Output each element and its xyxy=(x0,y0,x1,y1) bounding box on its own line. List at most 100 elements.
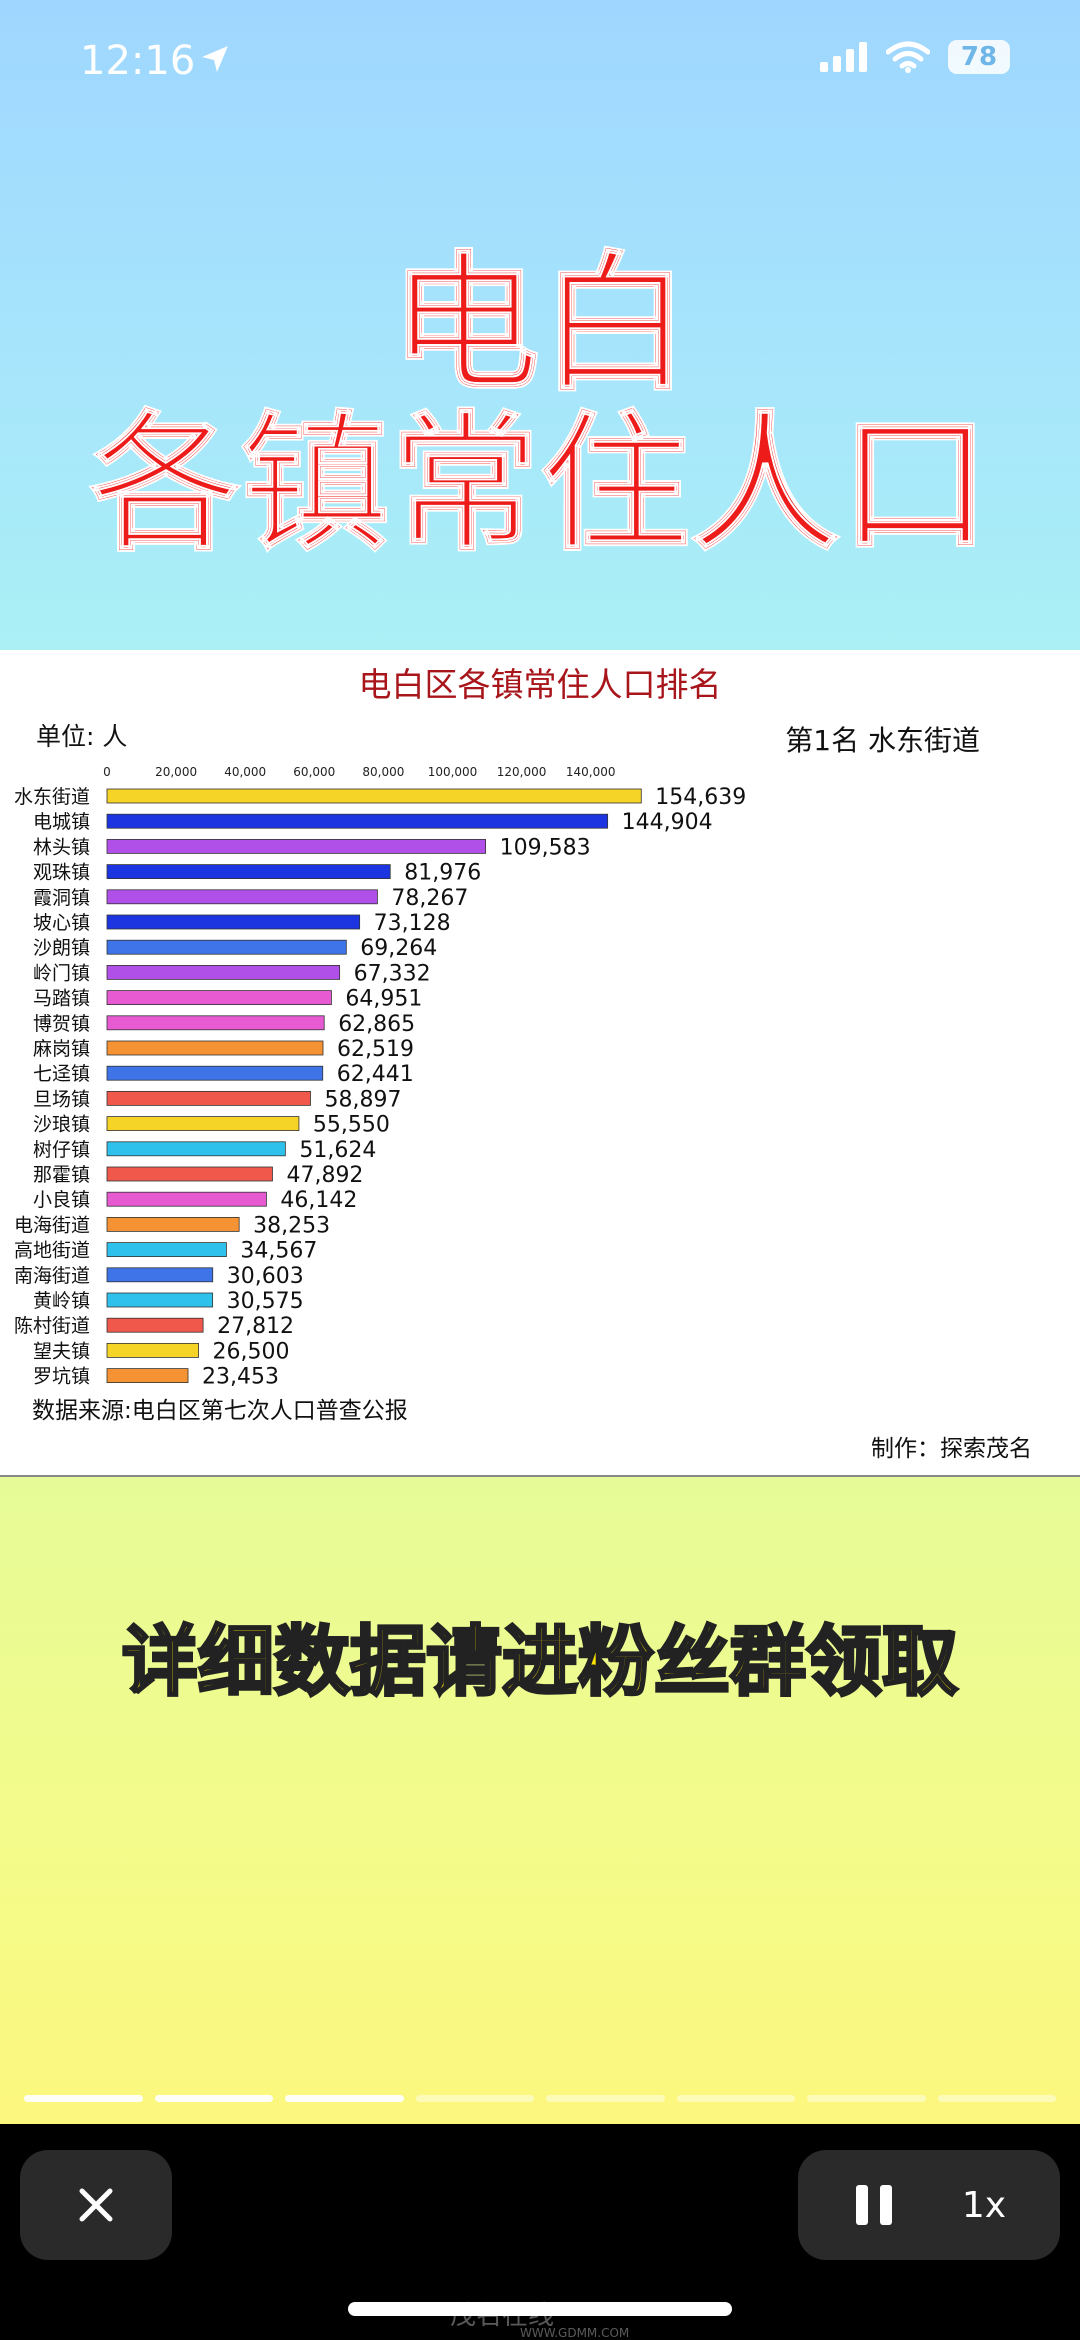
category-label: 沙朗镇 xyxy=(33,937,90,959)
category-label: 麻岗镇 xyxy=(33,1038,90,1060)
progress-segment xyxy=(937,2095,1056,2102)
status-time: 12:16 xyxy=(80,38,196,84)
category-label: 树仔镇 xyxy=(33,1139,90,1161)
category-label: 岭门镇 xyxy=(33,962,90,984)
bar xyxy=(106,1267,214,1283)
progress-segment xyxy=(807,2095,926,2102)
progress-segment xyxy=(676,2095,795,2102)
value-label: 38,253 xyxy=(253,1213,330,1238)
value-label: 51,624 xyxy=(299,1138,376,1163)
location-arrow-icon xyxy=(202,46,228,72)
bar xyxy=(106,1368,189,1383)
data-source: 数据来源:电白区第七次人口普查公报 xyxy=(32,1398,408,1424)
banner-text: 详细数据请进粉丝群领取 xyxy=(121,1616,960,1708)
close-icon xyxy=(79,2188,113,2222)
x-tick-label: 60,000 xyxy=(293,765,335,779)
value-label: 62,519 xyxy=(337,1037,414,1062)
bar xyxy=(106,1015,325,1031)
category-label: 马踏镇 xyxy=(33,988,90,1010)
value-label: 78,267 xyxy=(391,886,468,911)
category-label: 电海街道 xyxy=(14,1214,90,1236)
bar xyxy=(106,1191,267,1207)
headline-line2: 各镇常住人口 xyxy=(89,398,991,572)
bar xyxy=(106,1040,324,1056)
x-tick-label: 0 xyxy=(103,765,111,779)
value-label: 62,865 xyxy=(338,1012,415,1037)
category-label: 那霍镇 xyxy=(33,1164,90,1186)
x-tick-label: 120,000 xyxy=(497,765,547,779)
bar xyxy=(106,1065,324,1081)
pause-button[interactable] xyxy=(819,2150,929,2260)
x-tick-label: 140,000 xyxy=(566,765,616,779)
speed-button[interactable]: 1x xyxy=(929,2150,1039,2260)
bar xyxy=(106,864,391,880)
category-label: 旦场镇 xyxy=(33,1088,90,1110)
bar xyxy=(106,1292,214,1308)
category-label: 南海街道 xyxy=(14,1265,90,1287)
progress-segment xyxy=(415,2095,534,2102)
value-label: 23,453 xyxy=(202,1365,279,1390)
value-label: 46,142 xyxy=(280,1188,357,1213)
bar xyxy=(106,1217,240,1232)
category-label: 观珠镇 xyxy=(33,862,90,884)
progress-segment xyxy=(546,2095,665,2102)
chart-card: 电白区各镇常住人口排名 单位: 人 第1名 水东街道 0 20,000 40,000… xyxy=(0,650,1080,1477)
category-label: 高地街道 xyxy=(14,1240,90,1262)
bar xyxy=(106,788,642,804)
headline-line1: 电白 xyxy=(389,238,691,412)
value-label: 109,583 xyxy=(500,835,591,860)
bar xyxy=(106,1317,204,1333)
x-tick-label: 20,000 xyxy=(155,765,197,779)
bar xyxy=(106,1166,273,1182)
category-label: 电城镇 xyxy=(33,811,90,833)
bar xyxy=(106,914,361,930)
status-indicators: 78 xyxy=(820,40,1010,74)
category-label: 博贺镇 xyxy=(33,1013,90,1035)
bar xyxy=(106,939,347,955)
value-label: 67,332 xyxy=(354,961,431,986)
chart-credit: 制作：探索茂名 xyxy=(871,1436,1032,1462)
chart-title: 电白区各镇常住人口排名 xyxy=(359,665,722,704)
bar-chart: 电白区各镇常住人口排名 单位: 人 第1名 水东街道 0 20,000 40,000… xyxy=(14,665,1032,1462)
story-progress xyxy=(24,2095,1056,2102)
close-button[interactable] xyxy=(20,2150,172,2260)
value-label: 55,550 xyxy=(313,1113,390,1138)
battery-icon: 78 xyxy=(948,40,1010,74)
value-label: 30,603 xyxy=(227,1264,304,1289)
speed-label: 1x xyxy=(961,2184,1007,2226)
category-label: 七迳镇 xyxy=(33,1063,90,1085)
bar xyxy=(106,1242,227,1257)
bar xyxy=(106,813,609,829)
progress-segment xyxy=(154,2095,273,2102)
bar xyxy=(106,838,487,854)
bar xyxy=(106,1116,300,1132)
unit-label: 单位: 人 xyxy=(36,722,127,751)
bar xyxy=(106,889,378,905)
category-label: 坡心镇 xyxy=(33,912,90,934)
category-label: 林头镇 xyxy=(33,836,90,858)
value-label: 64,951 xyxy=(345,987,422,1012)
value-label: 144,904 xyxy=(622,810,713,835)
bar xyxy=(106,990,332,1006)
playback-group: 1x xyxy=(798,2150,1060,2260)
value-label: 69,264 xyxy=(360,936,437,961)
x-tick-label: 100,000 xyxy=(428,765,478,779)
category-label: 水东街道 xyxy=(14,786,90,808)
value-label: 26,500 xyxy=(213,1339,290,1364)
bar xyxy=(106,1141,286,1157)
x-tick-label: 80,000 xyxy=(362,765,404,779)
value-label: 30,575 xyxy=(227,1289,304,1314)
x-tick-label: 40,000 xyxy=(224,765,266,779)
value-label: 154,639 xyxy=(655,785,746,810)
category-label: 望夫镇 xyxy=(33,1340,90,1362)
home-indicator[interactable] xyxy=(348,2302,732,2316)
bar xyxy=(106,1090,311,1106)
progress-segment xyxy=(285,2095,404,2102)
watermark-sub: WWW.GDMM.COM xyxy=(520,2326,630,2340)
value-label: 27,812 xyxy=(217,1314,294,1339)
value-label: 47,892 xyxy=(286,1163,363,1188)
category-label: 霞洞镇 xyxy=(33,887,90,909)
progress-segment xyxy=(24,2095,143,2102)
rank-label: 第1名 水东街道 xyxy=(785,724,980,757)
title-panel xyxy=(0,0,1080,650)
